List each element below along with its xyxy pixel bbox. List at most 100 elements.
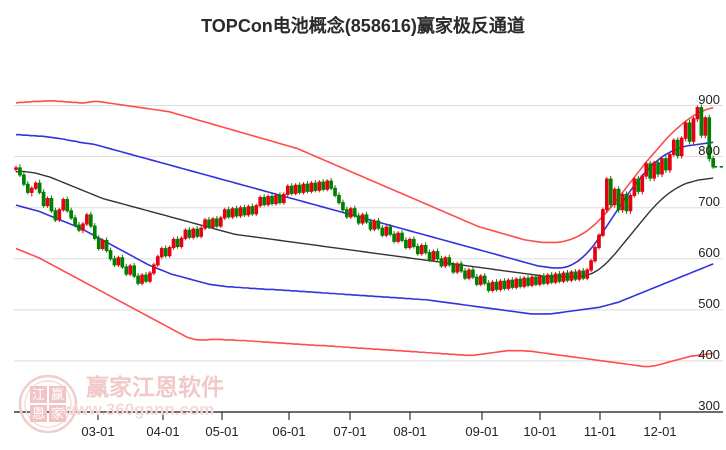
candle-body [321, 181, 326, 190]
candle-body [597, 234, 601, 249]
candle-body [348, 208, 353, 218]
candle-body [207, 219, 211, 228]
candle-body [427, 252, 432, 261]
candle-body [577, 270, 582, 280]
candle-body [604, 178, 609, 211]
candle-body [380, 227, 385, 236]
candle-body [620, 193, 625, 211]
candle-body [222, 209, 227, 219]
candlestick-series [14, 104, 716, 293]
candle-body [518, 278, 523, 287]
candle-body [711, 158, 716, 168]
y-axis-tick-label: 400 [698, 346, 720, 362]
candle-body [242, 207, 247, 216]
candle-body [668, 154, 672, 171]
candle-body [262, 196, 266, 206]
candle-body [632, 178, 637, 196]
candle-body [471, 269, 475, 278]
candle-body [313, 182, 318, 191]
candle-body [61, 199, 66, 211]
candle-body [660, 158, 664, 175]
candle-body [116, 257, 121, 266]
candle-body [415, 246, 420, 255]
candle-body [514, 278, 519, 288]
candle-body [73, 217, 77, 226]
candle-body [333, 187, 337, 196]
candle-body [33, 182, 38, 189]
candle-body [475, 276, 479, 285]
candle-body [636, 178, 641, 192]
candle-body [211, 218, 215, 228]
x-axis-tick-label: 04-01 [146, 424, 180, 439]
candle-body [364, 214, 369, 223]
channel-bands [15, 100, 714, 368]
candle-body [41, 191, 46, 207]
candle-body [644, 163, 649, 177]
x-axis-tick-label: 05-01 [205, 424, 239, 439]
candle-body [81, 223, 85, 231]
candle-body [561, 272, 566, 282]
candle-body [293, 184, 298, 194]
candle-body [341, 202, 345, 211]
candle-body [656, 162, 660, 175]
candle-body [159, 248, 164, 258]
candle-body [679, 137, 684, 157]
candle-body [404, 239, 408, 249]
candle-body [85, 214, 89, 225]
candle-body [191, 228, 196, 238]
candle-body [601, 209, 605, 236]
candle-body [569, 271, 574, 281]
x-axis-tick-label: 08-01 [393, 424, 427, 439]
candle-body [368, 221, 373, 230]
candle-body [664, 158, 668, 171]
candle-body [132, 265, 137, 277]
candle-body [612, 188, 617, 206]
candle-body [510, 279, 515, 288]
candle-body [77, 224, 81, 231]
candle-body [112, 258, 117, 266]
candle-body [278, 194, 282, 204]
candle-body [640, 175, 645, 192]
candle-body [305, 183, 310, 192]
x-axis-tick-label: 03-01 [81, 424, 115, 439]
candle-body [25, 183, 30, 193]
band-lower_outer_band [15, 247, 714, 368]
candle-body [345, 209, 349, 218]
candle-body [152, 264, 156, 274]
candle-body [65, 199, 70, 212]
candle-body [494, 281, 499, 290]
candle-body [163, 248, 168, 257]
candle-body [400, 232, 404, 241]
candle-body [530, 276, 534, 286]
candle-body [490, 281, 495, 291]
candle-body [195, 228, 200, 237]
band-mid_line [15, 170, 714, 278]
y-axis-tick-label: 500 [698, 295, 720, 311]
candle-body [100, 239, 105, 250]
y-axis-tick-label: 300 [698, 398, 720, 413]
candle-body [155, 256, 160, 266]
x-axis-tick-label: 07-01 [333, 424, 367, 439]
candle-body [317, 181, 322, 191]
candle-body [356, 215, 361, 224]
candle-body [652, 162, 656, 179]
candle-body [467, 269, 471, 279]
candle-body [478, 275, 483, 285]
candle-body [199, 227, 203, 237]
candle-body [187, 229, 192, 238]
candle-body [69, 210, 73, 219]
candle-body [92, 225, 97, 239]
candle-body [104, 239, 109, 252]
candle-body [648, 163, 653, 179]
candle-body [230, 208, 235, 218]
candle-body [376, 220, 381, 229]
candle-body [22, 174, 26, 185]
candle-body [167, 247, 172, 257]
y-axis-tick-label: 700 [698, 193, 720, 209]
axes [14, 411, 723, 420]
candle-body [683, 122, 688, 139]
candle-body [695, 107, 700, 120]
x-axis-tick-label: 06-01 [272, 424, 306, 439]
candle-body [301, 183, 306, 193]
